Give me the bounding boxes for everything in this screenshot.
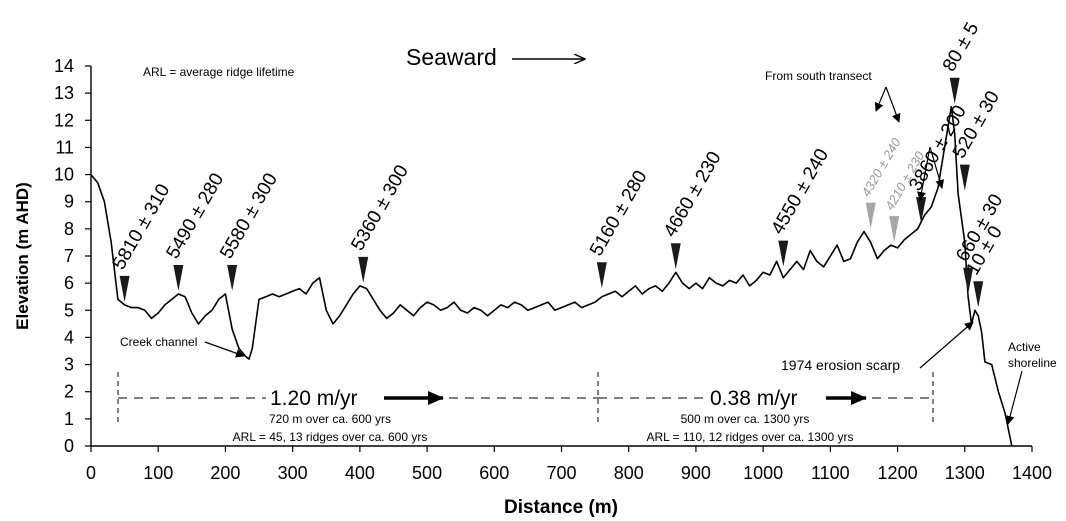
- y-tick-label: 1: [64, 409, 74, 429]
- active-shoreline-label-1: Active: [1008, 340, 1041, 354]
- dating-marker: [959, 164, 970, 191]
- seaward-label: Seaward: [406, 44, 497, 70]
- dating-label: 80 ± 5: [939, 19, 984, 75]
- dating-marker: [889, 216, 900, 243]
- y-axis-label: Elevation (m AHD): [13, 182, 32, 330]
- creek-arrow: [204, 341, 245, 358]
- dating-marker: [227, 265, 238, 291]
- dating-marker: [963, 267, 974, 294]
- rate1-detail-1: 720 m over ca. 600 yrs: [269, 412, 391, 426]
- y-tick-label: 9: [64, 192, 74, 212]
- x-tick-label: 900: [681, 463, 711, 483]
- x-tick-label: 100: [143, 463, 173, 483]
- creek-channel-label: Creek channel: [120, 335, 197, 349]
- x-tick-label: 500: [412, 463, 442, 483]
- south-arrow-2: [885, 86, 901, 123]
- dating-marker: [973, 281, 984, 308]
- dating-label: 5360 ± 300: [347, 162, 413, 255]
- x-axis-label: Distance (m): [504, 497, 618, 518]
- dating-marker: [173, 265, 184, 291]
- y-tick-label: 4: [64, 327, 74, 347]
- y-tick-label: 8: [64, 219, 74, 239]
- dating-label: 5160 ± 280: [586, 167, 652, 260]
- dating-label: 5810 ± 310: [109, 181, 175, 274]
- x-tick-label: 0: [86, 463, 96, 483]
- active-shoreline-label-2: shoreline: [1008, 356, 1057, 370]
- y-tick-label: 6: [64, 273, 74, 293]
- x-tick-label: 1100: [811, 463, 850, 483]
- scarp-arrow: [919, 321, 974, 369]
- elevation-profile-line: [90, 105, 1013, 447]
- dating-label: 4550 ± 240: [767, 145, 833, 238]
- erosion-scarp-label: 1974 erosion scarp: [781, 357, 900, 373]
- x-tick-label: 600: [479, 463, 509, 483]
- dating-marker: [949, 77, 960, 104]
- y-tick-label: 11: [55, 137, 74, 157]
- dating-marker: [596, 262, 607, 289]
- y-tick-label: 5: [64, 300, 74, 320]
- dating-marker: [916, 197, 927, 224]
- x-tick-label: 1000: [743, 463, 783, 483]
- y-tick-label: 12: [54, 110, 74, 130]
- rate2-detail-1: 500 m over ca. 1300 yrs: [681, 412, 810, 426]
- dating-marker: [119, 275, 130, 302]
- rate1-label: 1.20 m/yr: [270, 387, 358, 410]
- x-ticks: 0 100 200 300 400 500 600 700 800 900 1000 1100 1200…: [86, 446, 1052, 483]
- rate1-detail-2: ARL = 45, 13 ridges over ca. 600 yrs: [233, 430, 428, 444]
- dating-marker: [358, 256, 369, 283]
- y-tick-label: 10: [54, 165, 74, 185]
- x-tick-label: 300: [278, 463, 308, 483]
- dating-marker: [778, 240, 789, 267]
- rate2-detail-2: ARL = 110, 12 ridges over ca. 1300 yrs: [646, 430, 853, 444]
- x-tick-label: 800: [614, 463, 644, 483]
- dating-label: 4660 ± 230: [660, 148, 726, 241]
- shoreline-arrow: [1005, 370, 1023, 425]
- ridge-arrow-1: [917, 146, 931, 201]
- x-tick-label: 1400: [1012, 463, 1052, 483]
- x-tick-label: 200: [210, 463, 240, 483]
- x-tick-label: 1200: [878, 463, 918, 483]
- arl-definition: ARL = average ridge lifetime: [143, 65, 295, 79]
- dating-marker: [670, 243, 681, 270]
- x-tick-label: 400: [345, 463, 375, 483]
- y-tick-label: 0: [64, 436, 74, 456]
- south-transect-label: From south transect: [765, 69, 872, 83]
- y-tick-label: 13: [54, 83, 74, 103]
- y-tick-label: 7: [64, 246, 74, 266]
- x-tick-label: 700: [546, 463, 576, 483]
- y-tick-label: 2: [64, 382, 74, 402]
- south-arrow-1: [874, 86, 887, 112]
- ridge-arrow-2: [929, 146, 945, 189]
- y-tick-label: 14: [54, 56, 74, 76]
- dating-marker: [865, 202, 876, 229]
- x-tick-label: 1300: [945, 463, 985, 483]
- y-tick-label: 3: [64, 355, 74, 375]
- rate2-label: 0.38 m/yr: [710, 387, 798, 410]
